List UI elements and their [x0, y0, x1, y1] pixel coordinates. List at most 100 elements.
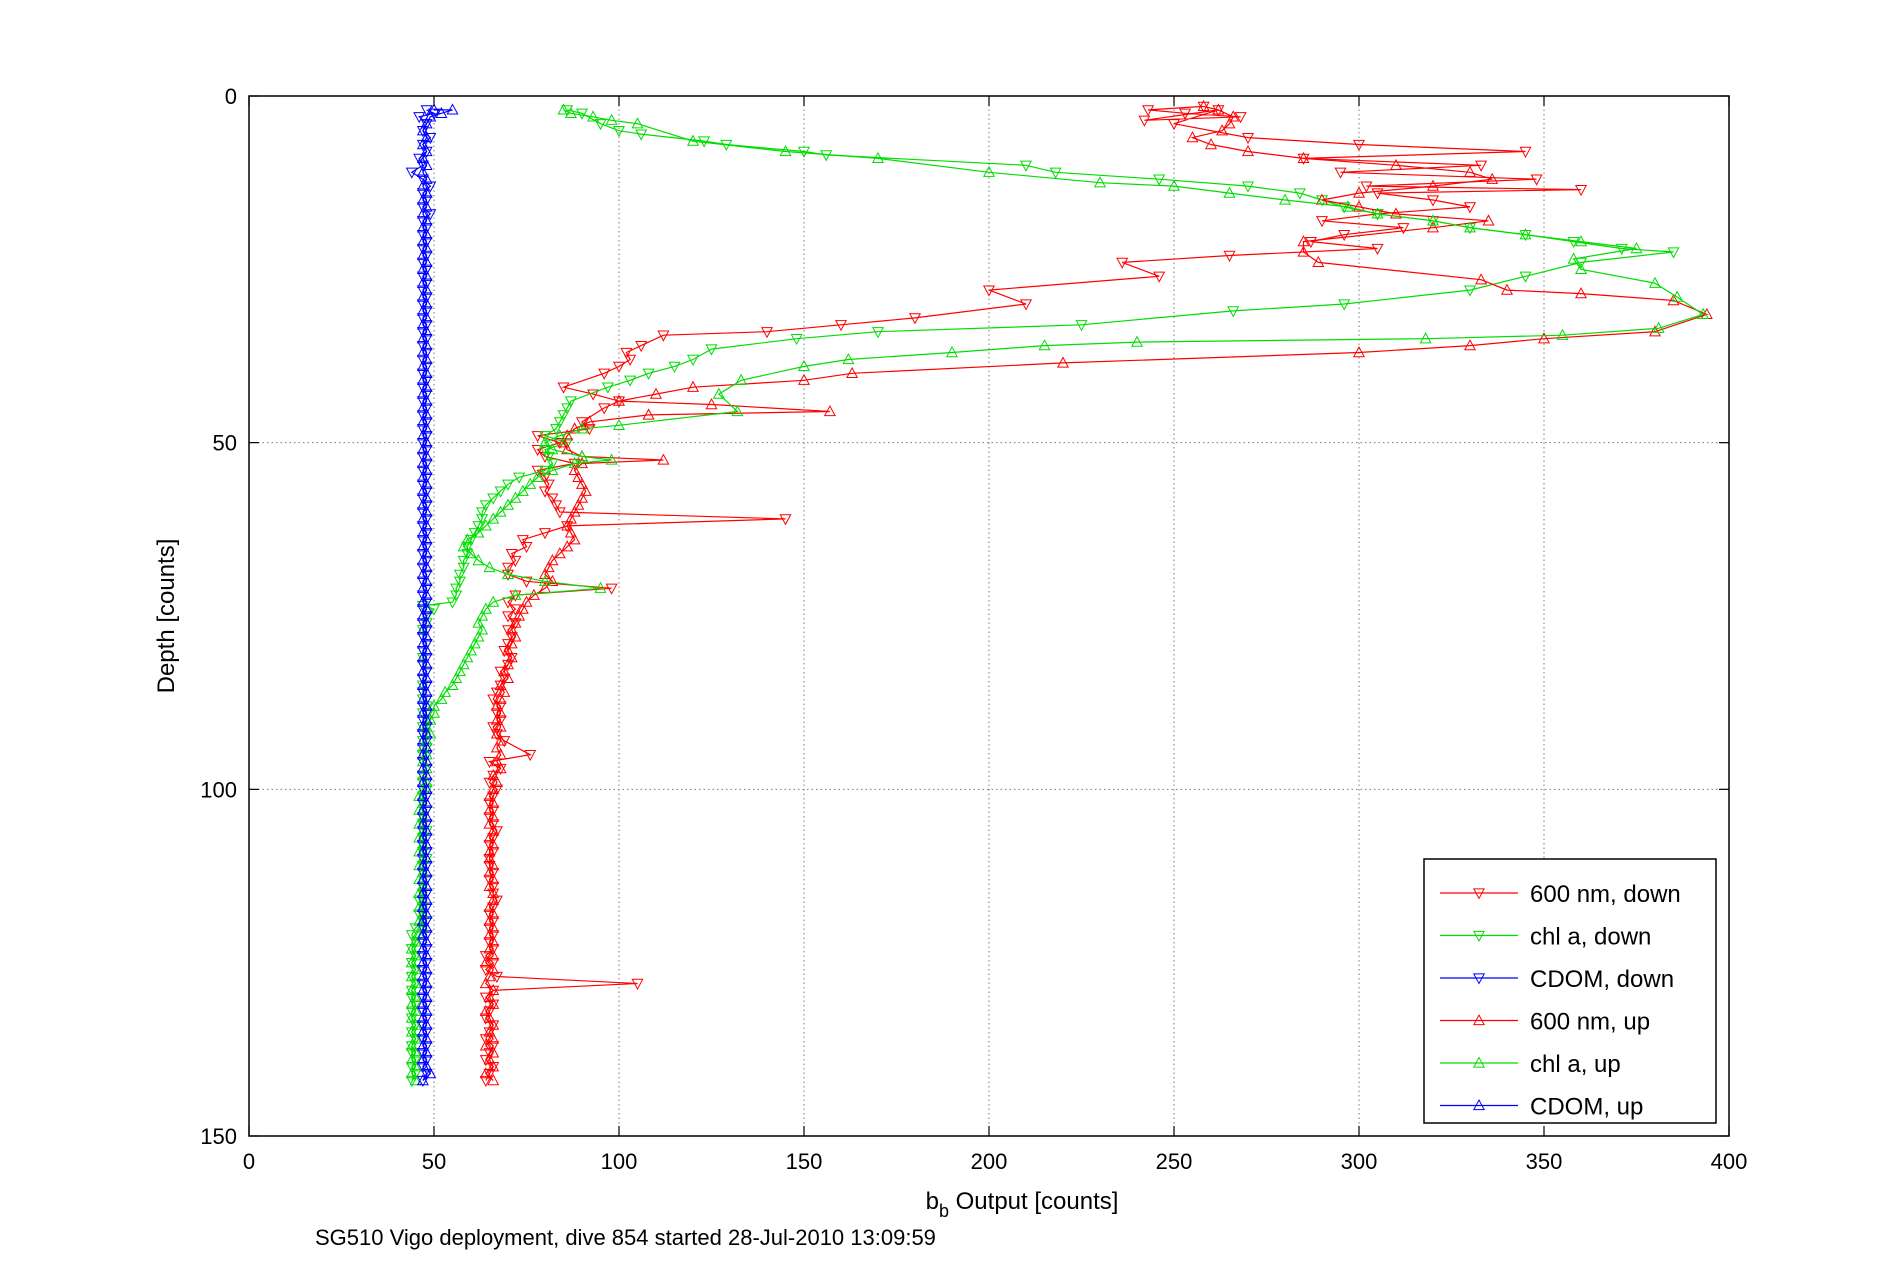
data-point [427, 699, 441, 711]
data-point [416, 327, 429, 339]
data-point [416, 715, 429, 727]
data-point [420, 264, 433, 276]
data-point [420, 292, 433, 304]
x-tick-label: 250 [1156, 1149, 1193, 1174]
data-point [416, 928, 429, 940]
data-point [546, 493, 559, 505]
data-point [409, 1034, 422, 1046]
data-point [405, 1006, 418, 1018]
data-point [779, 144, 792, 157]
data-point [420, 616, 433, 628]
data-point [405, 985, 418, 997]
data-point [1389, 158, 1403, 170]
data-point [1130, 335, 1144, 347]
data-point [538, 431, 552, 443]
data-point [446, 103, 459, 115]
data-point [476, 609, 489, 621]
data-point [1153, 174, 1166, 186]
data-point [420, 658, 433, 670]
x-axis-label: bb Output [counts] [926, 1188, 1119, 1221]
data-point [416, 438, 429, 450]
data-point [409, 935, 422, 947]
y-tick-label: 100 [200, 777, 237, 802]
data-point [416, 354, 429, 366]
data-point [416, 632, 429, 644]
data-point [505, 652, 518, 665]
data-point [531, 465, 544, 477]
data-point [420, 944, 433, 956]
data-point [416, 512, 429, 524]
data-point [420, 777, 433, 789]
data-point [605, 113, 618, 125]
data-point [1426, 195, 1440, 207]
data-point [1204, 138, 1218, 150]
data-point [624, 354, 637, 366]
data-point [1537, 332, 1551, 344]
data-point [487, 997, 500, 1009]
data-point [409, 978, 422, 990]
data-point [420, 791, 433, 803]
data-point [420, 722, 433, 734]
data-point [479, 956, 492, 968]
data-point [1667, 247, 1680, 259]
data-point [420, 311, 433, 323]
legend-marker [1472, 930, 1486, 943]
data-point [420, 119, 433, 131]
data-point [420, 888, 433, 900]
data-point [1426, 179, 1440, 191]
data-point [420, 436, 433, 448]
data-point [424, 181, 437, 193]
data-point [490, 708, 503, 720]
data-point [509, 630, 522, 642]
data-point [1315, 216, 1329, 228]
data-point [1371, 243, 1384, 256]
data-point [413, 112, 426, 124]
data-point [1648, 325, 1662, 337]
data-point [416, 595, 429, 607]
data-point [416, 872, 429, 885]
data-point [420, 796, 433, 808]
data-point [649, 387, 663, 399]
data-point [483, 560, 496, 573]
data-point [605, 453, 618, 465]
data-point [498, 646, 511, 658]
data-point [420, 1013, 433, 1025]
data-point [575, 491, 589, 503]
data-point [416, 160, 429, 172]
data-point [450, 671, 463, 684]
data-point [472, 616, 485, 628]
data-point [1352, 346, 1366, 358]
data-point [409, 1018, 422, 1030]
data-point [1241, 144, 1255, 157]
data-point [420, 403, 433, 415]
data-point [420, 985, 433, 997]
data-point [487, 983, 500, 996]
data-point [483, 789, 496, 801]
data-point [424, 209, 437, 221]
ticks: 0 50 100 150 200 250 300 350 400 0 50 100 150 [200, 84, 1747, 1174]
data-point [479, 500, 492, 512]
data-point [487, 867, 500, 880]
data-point [479, 1004, 492, 1016]
data-point [416, 756, 429, 769]
data-point [416, 770, 429, 782]
data-point [790, 334, 803, 346]
data-point [416, 207, 429, 219]
data-point [416, 340, 429, 353]
data-point [420, 297, 433, 309]
data-point [1304, 236, 1317, 249]
data-point [605, 583, 618, 595]
y-axis-label: Depth [counts] [153, 539, 180, 694]
data-point [483, 803, 496, 815]
data-point [546, 463, 559, 476]
data-point [416, 886, 429, 898]
data-point [635, 129, 648, 141]
data-point [487, 935, 500, 947]
data-point [487, 921, 500, 933]
data-point [416, 706, 429, 718]
data-point [416, 673, 429, 685]
data-point [797, 359, 811, 372]
data-point [416, 951, 429, 963]
data-point [487, 949, 500, 961]
data-point [490, 687, 503, 699]
